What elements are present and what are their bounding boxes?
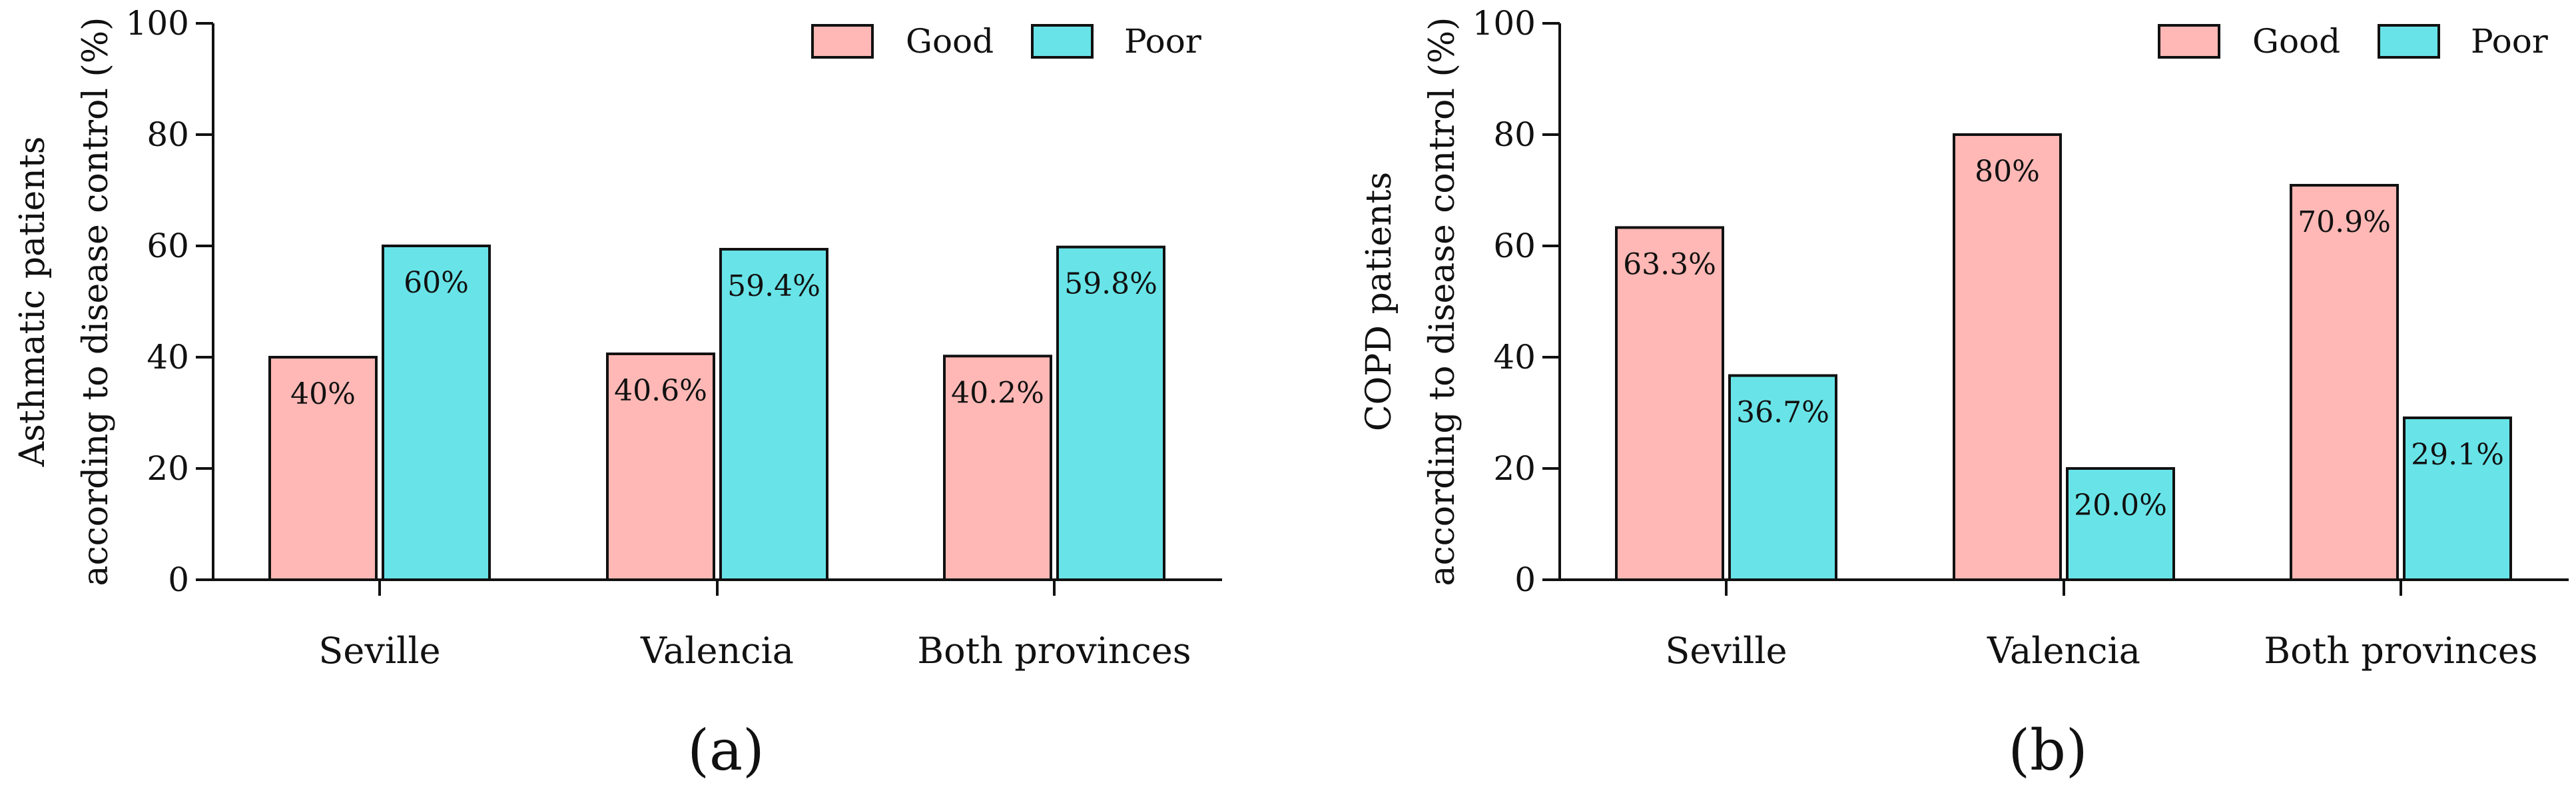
bar-poor-valencia [719,248,828,581]
chart-panel-b: 0 20 40 60 80 100 COPD patients according to di… [1359,4,2569,783]
y-tick-label: 100 [126,4,189,43]
bar-poor-both-provinces [2403,416,2512,582]
x-category-label: Seville [318,630,440,672]
data-label: 20.0% [2074,488,2167,522]
y-tick-label: 0 [168,560,189,599]
bar-poor-both-provinces [1056,245,1165,581]
legend-swatch-good [811,24,874,59]
y-tick-label: 80 [1493,115,1536,154]
y-tick-label: 20 [147,449,189,488]
legend-label-good: Good [2252,22,2340,61]
y-axis-title-line: according to disease control (%) [1423,17,1462,586]
panel-label: (a) [687,718,765,783]
legend-label-good: Good [906,22,994,61]
data-label: 70.9% [2298,205,2391,239]
data-label: 80% [1975,155,2040,189]
y-tick-label: 0 [1514,560,1536,599]
x-category-label: Both provinces [917,630,1191,672]
data-label: 36.7% [1736,396,1829,430]
x-category-label: Valencia [1987,630,2140,672]
legend-label-poor: Poor [1124,22,1201,61]
y-tick-label: 80 [147,115,189,154]
data-label: 59.4% [727,269,820,303]
x-category-label: Valencia [640,630,794,672]
y-axis-title-line: COPD patients [1359,172,1399,431]
data-label: 60% [404,266,469,300]
panel-label: (b) [2008,718,2087,783]
y-tick-label: 40 [147,338,189,377]
bar-good-seville [268,356,378,581]
y-tick-label: 100 [1472,4,1536,43]
bar-good-valencia [1953,133,2062,581]
data-label: 59.8% [1064,267,1157,301]
bar-good-seville [1615,226,1724,581]
data-label: 40.2% [951,376,1044,410]
x-category-label: Both provinces [2264,630,2537,672]
legend: Good Poor [811,22,1201,61]
bar-poor-valencia [2066,467,2175,581]
legend-swatch-poor [1031,24,1094,59]
bar-good-valencia [606,352,715,581]
y-tick-label: 60 [1493,227,1536,265]
bar-poor-seville [382,245,491,581]
chart-panel-a: 0 20 40 60 80 100 Asthmatic patients according … [13,4,1222,783]
data-label: 29.1% [2411,438,2504,472]
y-tick-label: 20 [1493,449,1536,488]
y-tick-label: 40 [1493,338,1536,377]
bar-good-both-provinces [943,355,1052,582]
y-axis-title-line: according to disease control (%) [76,17,116,586]
data-label: 40.6% [614,374,707,408]
y-axis-title-line: Asthmatic patients [13,137,53,468]
legend-swatch-good [2158,24,2220,59]
y-tick-label: 60 [147,227,189,265]
legend-swatch-poor [2378,24,2440,59]
legend-label-poor: Poor [2471,22,2548,61]
bar-poor-seville [1728,374,1837,581]
legend: Good Poor [2158,22,2548,61]
data-label: 40% [290,377,356,411]
data-label: 63.3% [1623,247,1716,281]
bar-good-both-provinces [2290,183,2399,581]
x-category-label: Seville [1665,630,1787,672]
